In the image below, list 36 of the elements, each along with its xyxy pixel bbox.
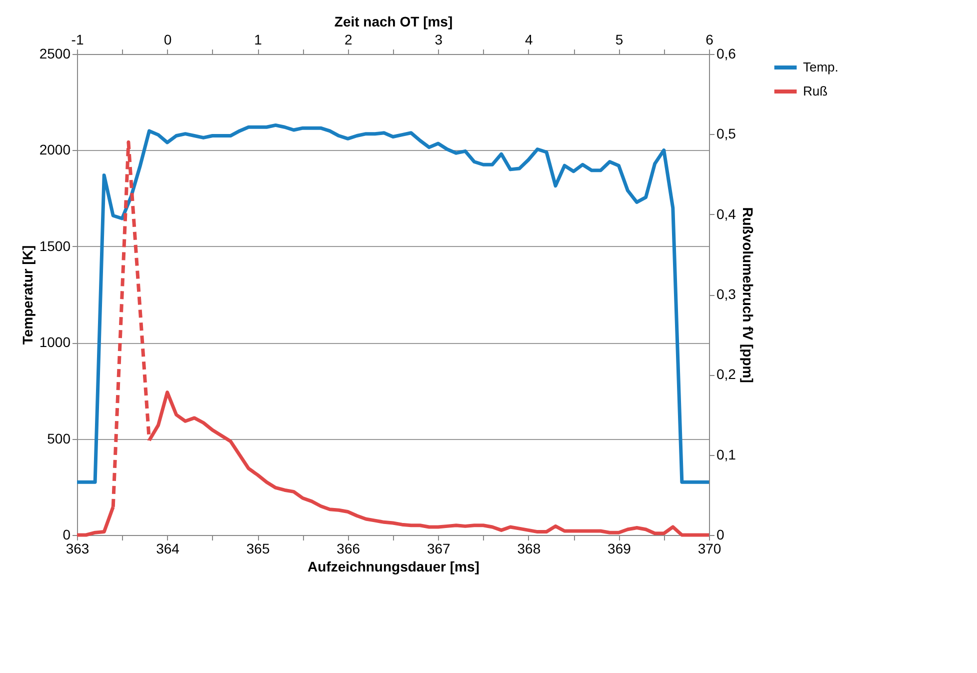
x2-axis-title: Zeit nach OT [ms] <box>334 14 453 30</box>
legend-label: Temp. <box>803 60 838 74</box>
x-tick-label: 364 <box>156 540 180 556</box>
x-tick-label: 370 <box>698 540 722 556</box>
x2-tick-label: -1 <box>71 32 84 48</box>
y-tick-label: 0 <box>62 526 71 542</box>
x-tick-label: 367 <box>426 540 451 556</box>
y-tick-label: 2500 <box>39 46 71 62</box>
y2-tick-label: 0,5 <box>716 126 736 142</box>
x-tick-label: 365 <box>246 540 270 556</box>
y2-tick-label: 0,6 <box>716 46 736 62</box>
x-axis-title: Aufzeichnungsdauer [ms] <box>308 558 480 574</box>
x2-tick-label: 6 <box>706 32 714 48</box>
line-series <box>75 123 711 484</box>
y-tick-label: 1500 <box>39 238 71 254</box>
x2-tick-label: 5 <box>615 32 624 48</box>
x2-tick-label: 4 <box>525 32 534 48</box>
legend-label: Ruß <box>803 84 828 98</box>
y-tick-label: 500 <box>47 430 71 446</box>
x2-tick-label: 3 <box>434 32 443 48</box>
x2-tick-label: 1 <box>254 32 262 48</box>
x-tick-label: 363 <box>66 540 90 556</box>
y2-tick-label: 0,1 <box>716 446 736 462</box>
x-tick-label: 366 <box>336 540 360 556</box>
y2-tick-label: 0 <box>716 526 724 542</box>
y2-tick-label: 0,3 <box>716 286 736 302</box>
y2-tick-label: 0,2 <box>716 366 736 382</box>
y2-tick-label: 0,4 <box>716 206 736 222</box>
y-axis-title: Temperatur [K] <box>19 245 36 345</box>
x-tick-label: 368 <box>517 540 541 556</box>
x2-tick-label: 2 <box>344 32 352 48</box>
y2-axis-title: Rußvolumebruch fV [ppm] <box>740 207 756 383</box>
y-tick-label: 2000 <box>39 142 71 158</box>
x-tick-label: 369 <box>608 540 632 556</box>
x2-tick-label: 0 <box>164 32 172 48</box>
y-tick-label: 1000 <box>39 334 71 350</box>
